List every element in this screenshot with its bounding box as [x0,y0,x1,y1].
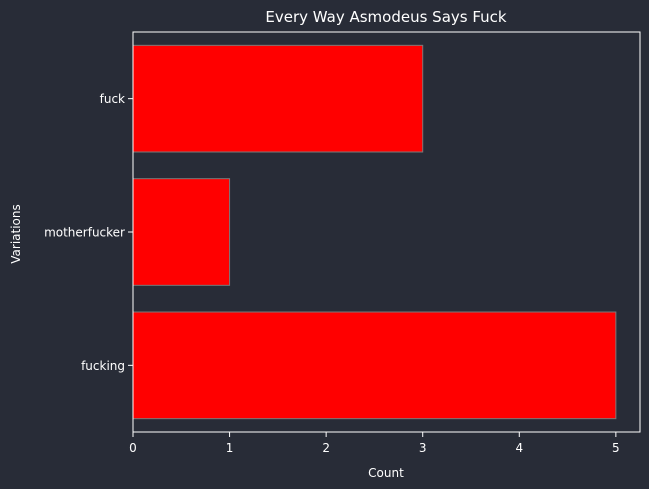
y-ticks: fuck motherfucker fucking [44,92,133,373]
x-tick-label: 3 [419,441,427,455]
x-tick-label: 4 [515,441,523,455]
y-tick-label: fuck [100,92,125,106]
bar-motherfucker [132,178,231,286]
bar-fucking [132,311,617,420]
x-tick-label: 0 [129,441,137,455]
x-tick-label: 5 [612,441,620,455]
y-tick-label: fucking [81,359,125,373]
bar-fuck [132,44,424,153]
x-tick-label: 1 [226,441,234,455]
bars-layer [132,44,617,420]
x-axis-label: Count [368,466,404,480]
y-tick-label: motherfucker [44,226,125,240]
x-tick-label: 2 [322,441,330,455]
x-ticks: 0 1 2 3 4 5 [129,432,620,455]
y-axis-label: Variations [9,204,23,264]
chart-title: Every Way Asmodeus Says Fuck [265,8,507,26]
